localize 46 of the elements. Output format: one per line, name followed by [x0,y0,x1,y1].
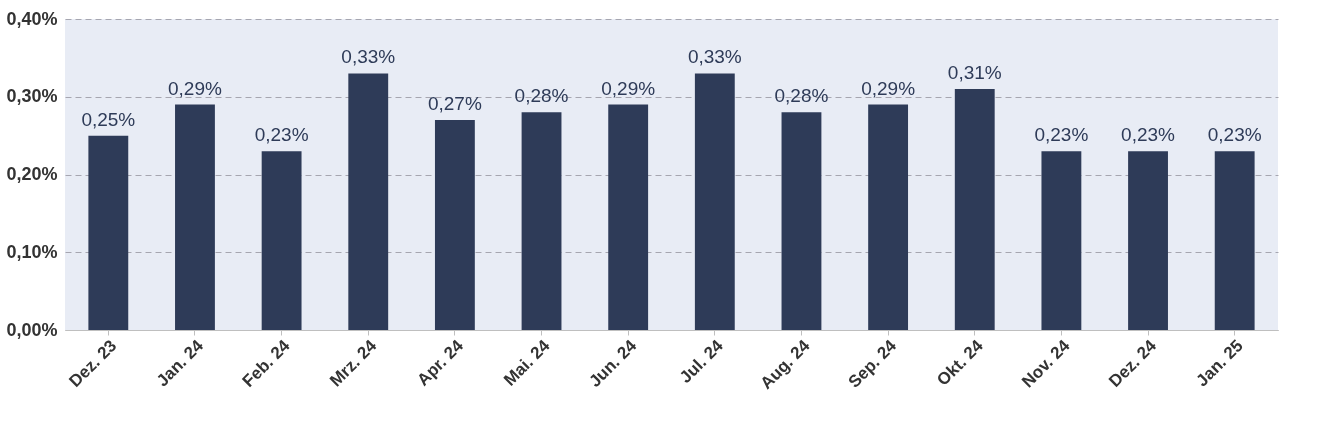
x-tick-label: Dez. 23 [65,336,121,391]
data-label: 0,25% [81,108,136,130]
data-label: 0,23% [254,124,309,146]
y-tick-label: 0,40% [6,8,58,29]
bar [175,104,215,330]
x-tick-label: Mrz. 24 [326,335,381,391]
x-tick-label: Nov. 24 [1018,335,1074,392]
bar [868,104,909,330]
bar [954,88,995,330]
data-label: 0,31% [947,61,1002,83]
bar [781,112,822,330]
data-label: 0,28% [514,85,569,107]
y-tick-label: 0,20% [6,164,58,184]
data-label: 0,28% [774,85,829,107]
bar [694,73,735,330]
x-tick-label: Sep. 24 [844,335,901,392]
data-label: 0,29% [861,77,916,99]
bar [434,120,475,330]
x-tick-label: Jan. 24 [152,335,208,391]
y-tick-label: 0,10% [6,241,58,262]
bar [261,151,302,330]
x-tick-label: Dez. 24 [1105,335,1161,391]
data-label: 0,27% [427,93,482,115]
bar [1128,151,1168,330]
data-label: 0,23% [1121,124,1176,146]
bar [348,73,389,330]
data-label: 0,23% [1034,124,1089,146]
data-label: 0,23% [1207,124,1262,146]
bar [88,135,129,330]
y-tick-label: 0,30% [6,86,58,107]
data-label: 0,33% [687,46,742,68]
x-tick-label: Okt. 24 [933,335,988,390]
bar [608,104,649,330]
x-tick-label: Apr. 24 [413,335,468,390]
bar [1041,151,1082,330]
data-label: 0,33% [341,46,396,68]
data-label: 0,29% [601,77,656,99]
x-tick-label: Feb. 24 [238,335,294,391]
y-tick-label: 0,00% [6,319,58,340]
x-tick-label: Jun. 24 [585,335,641,391]
x-tick-label: Jan. 25 [1192,336,1247,391]
bar [1214,151,1255,330]
x-tick-label: Jul. 24 [675,335,728,387]
data-label: 0,29% [168,77,223,99]
x-tick-label: Mai. 24 [500,335,554,390]
bar [521,112,562,330]
